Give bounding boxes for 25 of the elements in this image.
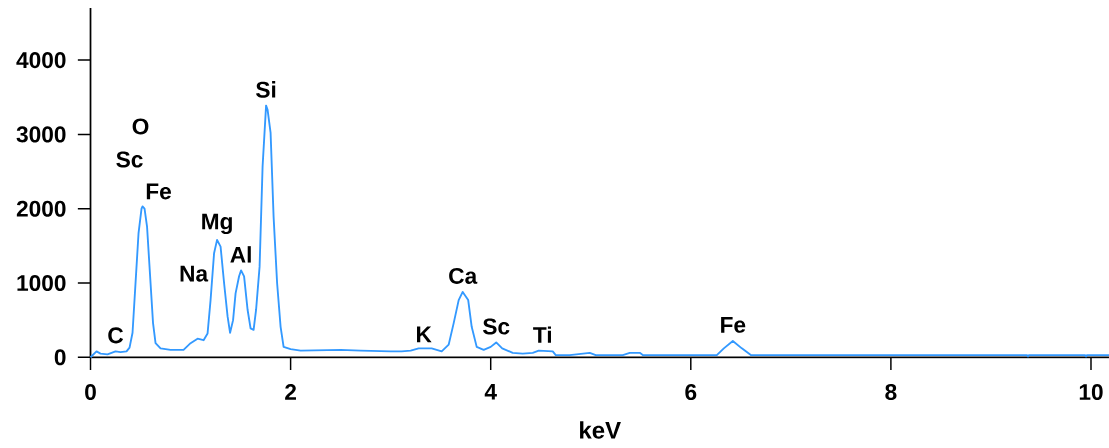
annotation: Ca (449, 267, 478, 284)
annotation: O (132, 118, 149, 135)
y-tick-label: 1000 (17, 274, 66, 292)
annotation: Fe (146, 183, 171, 200)
annotation: Si (256, 81, 276, 98)
x-tick-label: 4 (484, 383, 497, 400)
annotation: Na (180, 265, 209, 282)
annotation: K (417, 326, 432, 343)
annotation: Sc (116, 151, 143, 168)
y-tick-label: 0 (54, 349, 66, 366)
annotation: Al (230, 246, 251, 263)
annotation: C (108, 327, 124, 344)
x-tick-label: 10 (1079, 383, 1103, 401)
x-tick-label: 6 (685, 383, 697, 401)
annotation: Fe (721, 317, 746, 333)
y-tick-label: 3000 (16, 126, 66, 143)
y-tick-label: 2000 (16, 200, 66, 217)
x-tick-label: 0 (85, 383, 96, 401)
y-tick-label: 4000 (16, 52, 66, 69)
annotation: Ti (533, 326, 551, 343)
x-tick-label: 2 (285, 383, 296, 400)
x-tick-label: 8 (885, 383, 897, 401)
x-axis-title: keV (580, 421, 621, 439)
annotation: Sc (482, 318, 510, 335)
annotation: Mg (202, 213, 232, 235)
